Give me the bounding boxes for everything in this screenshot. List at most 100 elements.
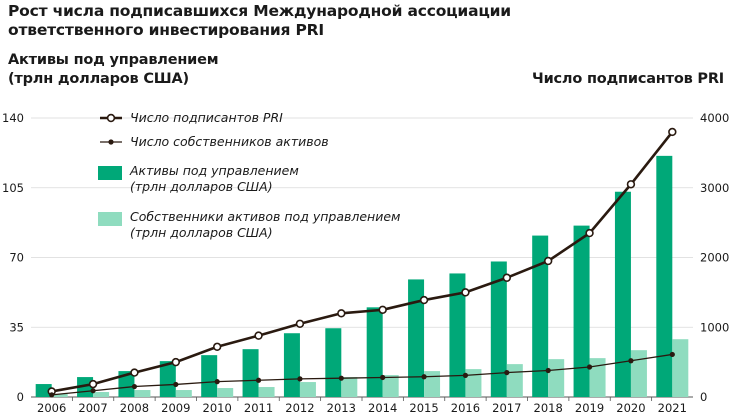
x-tick-label: 2014 (368, 401, 397, 415)
legend-label: Число подписантов PRI (130, 110, 283, 125)
bar (465, 369, 482, 397)
line-point (212, 342, 222, 351)
bar (589, 358, 606, 397)
bar (217, 388, 234, 397)
line-point (626, 180, 636, 189)
bar (366, 307, 383, 397)
y-left-tick-label: 70 (9, 251, 24, 265)
y-right-tick-label: 3000 (700, 181, 729, 195)
legend-label: (трлн долларов США) (130, 179, 273, 194)
bar (341, 377, 358, 397)
line-point (254, 331, 263, 340)
bar (382, 375, 399, 397)
bar (449, 273, 466, 397)
bar (672, 339, 689, 397)
line-point (545, 367, 551, 374)
title-line: Рост числа подписавшихся Международной а… (8, 2, 511, 20)
line-point (421, 374, 427, 380)
line-point (88, 379, 98, 389)
line-point (337, 309, 346, 318)
bar (656, 155, 673, 397)
bar (175, 390, 192, 397)
line-point (171, 357, 181, 367)
line-point (338, 375, 344, 381)
line-point (49, 392, 55, 398)
bar (51, 394, 68, 397)
x-tick-label: 2008 (120, 401, 149, 415)
y-left-tick-label: 0 (17, 390, 24, 404)
bar (159, 361, 176, 397)
legend-label: Активы под управлением (129, 163, 299, 178)
bar (118, 371, 135, 397)
line-point (669, 351, 675, 358)
line-point (504, 369, 510, 376)
bar (490, 261, 507, 397)
bar (242, 349, 259, 397)
line-point (461, 288, 470, 297)
line-point (586, 364, 593, 370)
legend-swatch (98, 166, 122, 180)
line-point (668, 127, 677, 137)
x-tick-label: 2013 (327, 401, 356, 415)
y-left-tick-label: 140 (2, 111, 24, 125)
x-tick-label: 2019 (575, 401, 604, 415)
chart-title: Рост числа подписавшихся Международной а… (8, 2, 511, 40)
line-point (543, 256, 553, 266)
line-point (628, 358, 634, 364)
line-point (378, 305, 387, 315)
legend-swatch (106, 113, 116, 123)
series-line (51, 353, 673, 396)
line-point (130, 368, 139, 377)
line-point (173, 381, 179, 388)
bar (614, 191, 631, 397)
y-axis-right-label: Число подписантов PRI (532, 71, 724, 87)
legend-swatch (98, 212, 122, 226)
x-tick-label: 2006 (37, 401, 66, 415)
line-point (297, 376, 303, 382)
y-right-tick-label: 2000 (700, 251, 729, 265)
line-point (380, 374, 386, 381)
series-line (51, 131, 674, 393)
line-point (131, 383, 138, 390)
bar (283, 333, 300, 397)
x-tick-label: 2021 (658, 401, 687, 415)
title-line: ответственного инвестирования PRI (8, 21, 324, 39)
bar (506, 364, 523, 397)
y-axis-left-label-line: (трлн долларов США) (8, 71, 189, 87)
line-point (462, 372, 469, 378)
y-axis-left-label: Активы под управлением (трлн долларов СШ… (8, 51, 219, 89)
legend-label: Собственники активов под управлением (130, 209, 400, 224)
x-tick-label: 2007 (78, 401, 107, 415)
x-tick-label: 2011 (244, 401, 273, 415)
bar (201, 355, 218, 397)
y-axis-left-label-line: Активы под управлением (8, 52, 219, 68)
y-right-tick-label: 4000 (700, 111, 729, 125)
bar (93, 392, 110, 397)
x-tick-label: 2012 (285, 401, 314, 415)
bar (299, 382, 316, 397)
line-point (502, 273, 512, 282)
bar (35, 384, 52, 397)
legend-label: (трлн долларов США) (130, 225, 273, 240)
x-tick-label: 2016 (451, 401, 480, 415)
line-point (255, 377, 262, 383)
bar (258, 387, 275, 397)
line-point (585, 228, 594, 238)
x-tick-label: 2017 (492, 401, 521, 415)
y-left-tick-label: 35 (9, 320, 24, 334)
y-right-tick-label: 0 (700, 390, 707, 404)
legend-swatch (108, 139, 114, 145)
x-tick-label: 2010 (203, 401, 232, 415)
x-tick-label: 2018 (534, 401, 563, 415)
bar (630, 350, 647, 397)
line-point (214, 379, 220, 385)
line-point (90, 388, 96, 394)
line-point (295, 319, 305, 328)
x-tick-label: 2015 (409, 401, 438, 415)
legend-label: Число собственников активов (130, 134, 329, 149)
bar (548, 359, 565, 397)
bar (573, 225, 590, 397)
bar (424, 371, 441, 397)
bar (134, 390, 151, 397)
